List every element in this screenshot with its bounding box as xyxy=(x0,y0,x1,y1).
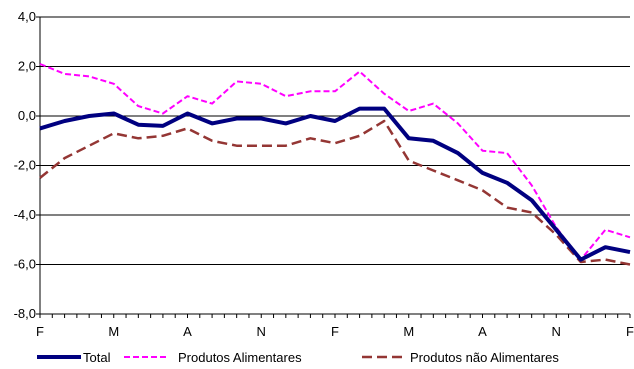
y-tick-label: -6,0 xyxy=(14,257,36,272)
legend-label: Produtos Alimentares xyxy=(178,350,302,365)
series-line xyxy=(39,63,631,261)
series-line xyxy=(39,106,631,262)
grid-lines xyxy=(40,16,630,315)
x-tick-label: A xyxy=(478,324,487,339)
x-tick-label: A xyxy=(183,324,192,339)
x-tick-label: F xyxy=(331,324,339,339)
axes xyxy=(36,16,631,318)
y-tick-label: -2,0 xyxy=(14,158,36,173)
y-tick-label: -4,0 xyxy=(14,207,36,222)
y-tick-label: -8,0 xyxy=(14,306,36,321)
legend-label: Produtos não Alimentares xyxy=(410,350,559,365)
x-tick-label: F xyxy=(626,324,634,339)
legend-label: Total xyxy=(83,350,111,365)
x-tick-label: N xyxy=(257,324,266,339)
x-tick-label: M xyxy=(403,324,414,339)
y-tick-label: 4,0 xyxy=(18,9,36,24)
y-tick-label: 0,0 xyxy=(18,108,36,123)
x-tick-label: N xyxy=(552,324,561,339)
series-line xyxy=(39,119,631,266)
legend: Total Produtos Alimentares Produtos não Al… xyxy=(37,350,559,365)
series-lines xyxy=(39,63,631,266)
x-tick-label: F xyxy=(36,324,44,339)
y-tick-label: 2,0 xyxy=(18,59,36,74)
x-tick-label: M xyxy=(108,324,119,339)
y-tick-labels: 4,0 2,0 0,0 -2,0 -4,0 -6,0 -8,0 xyxy=(14,9,36,321)
